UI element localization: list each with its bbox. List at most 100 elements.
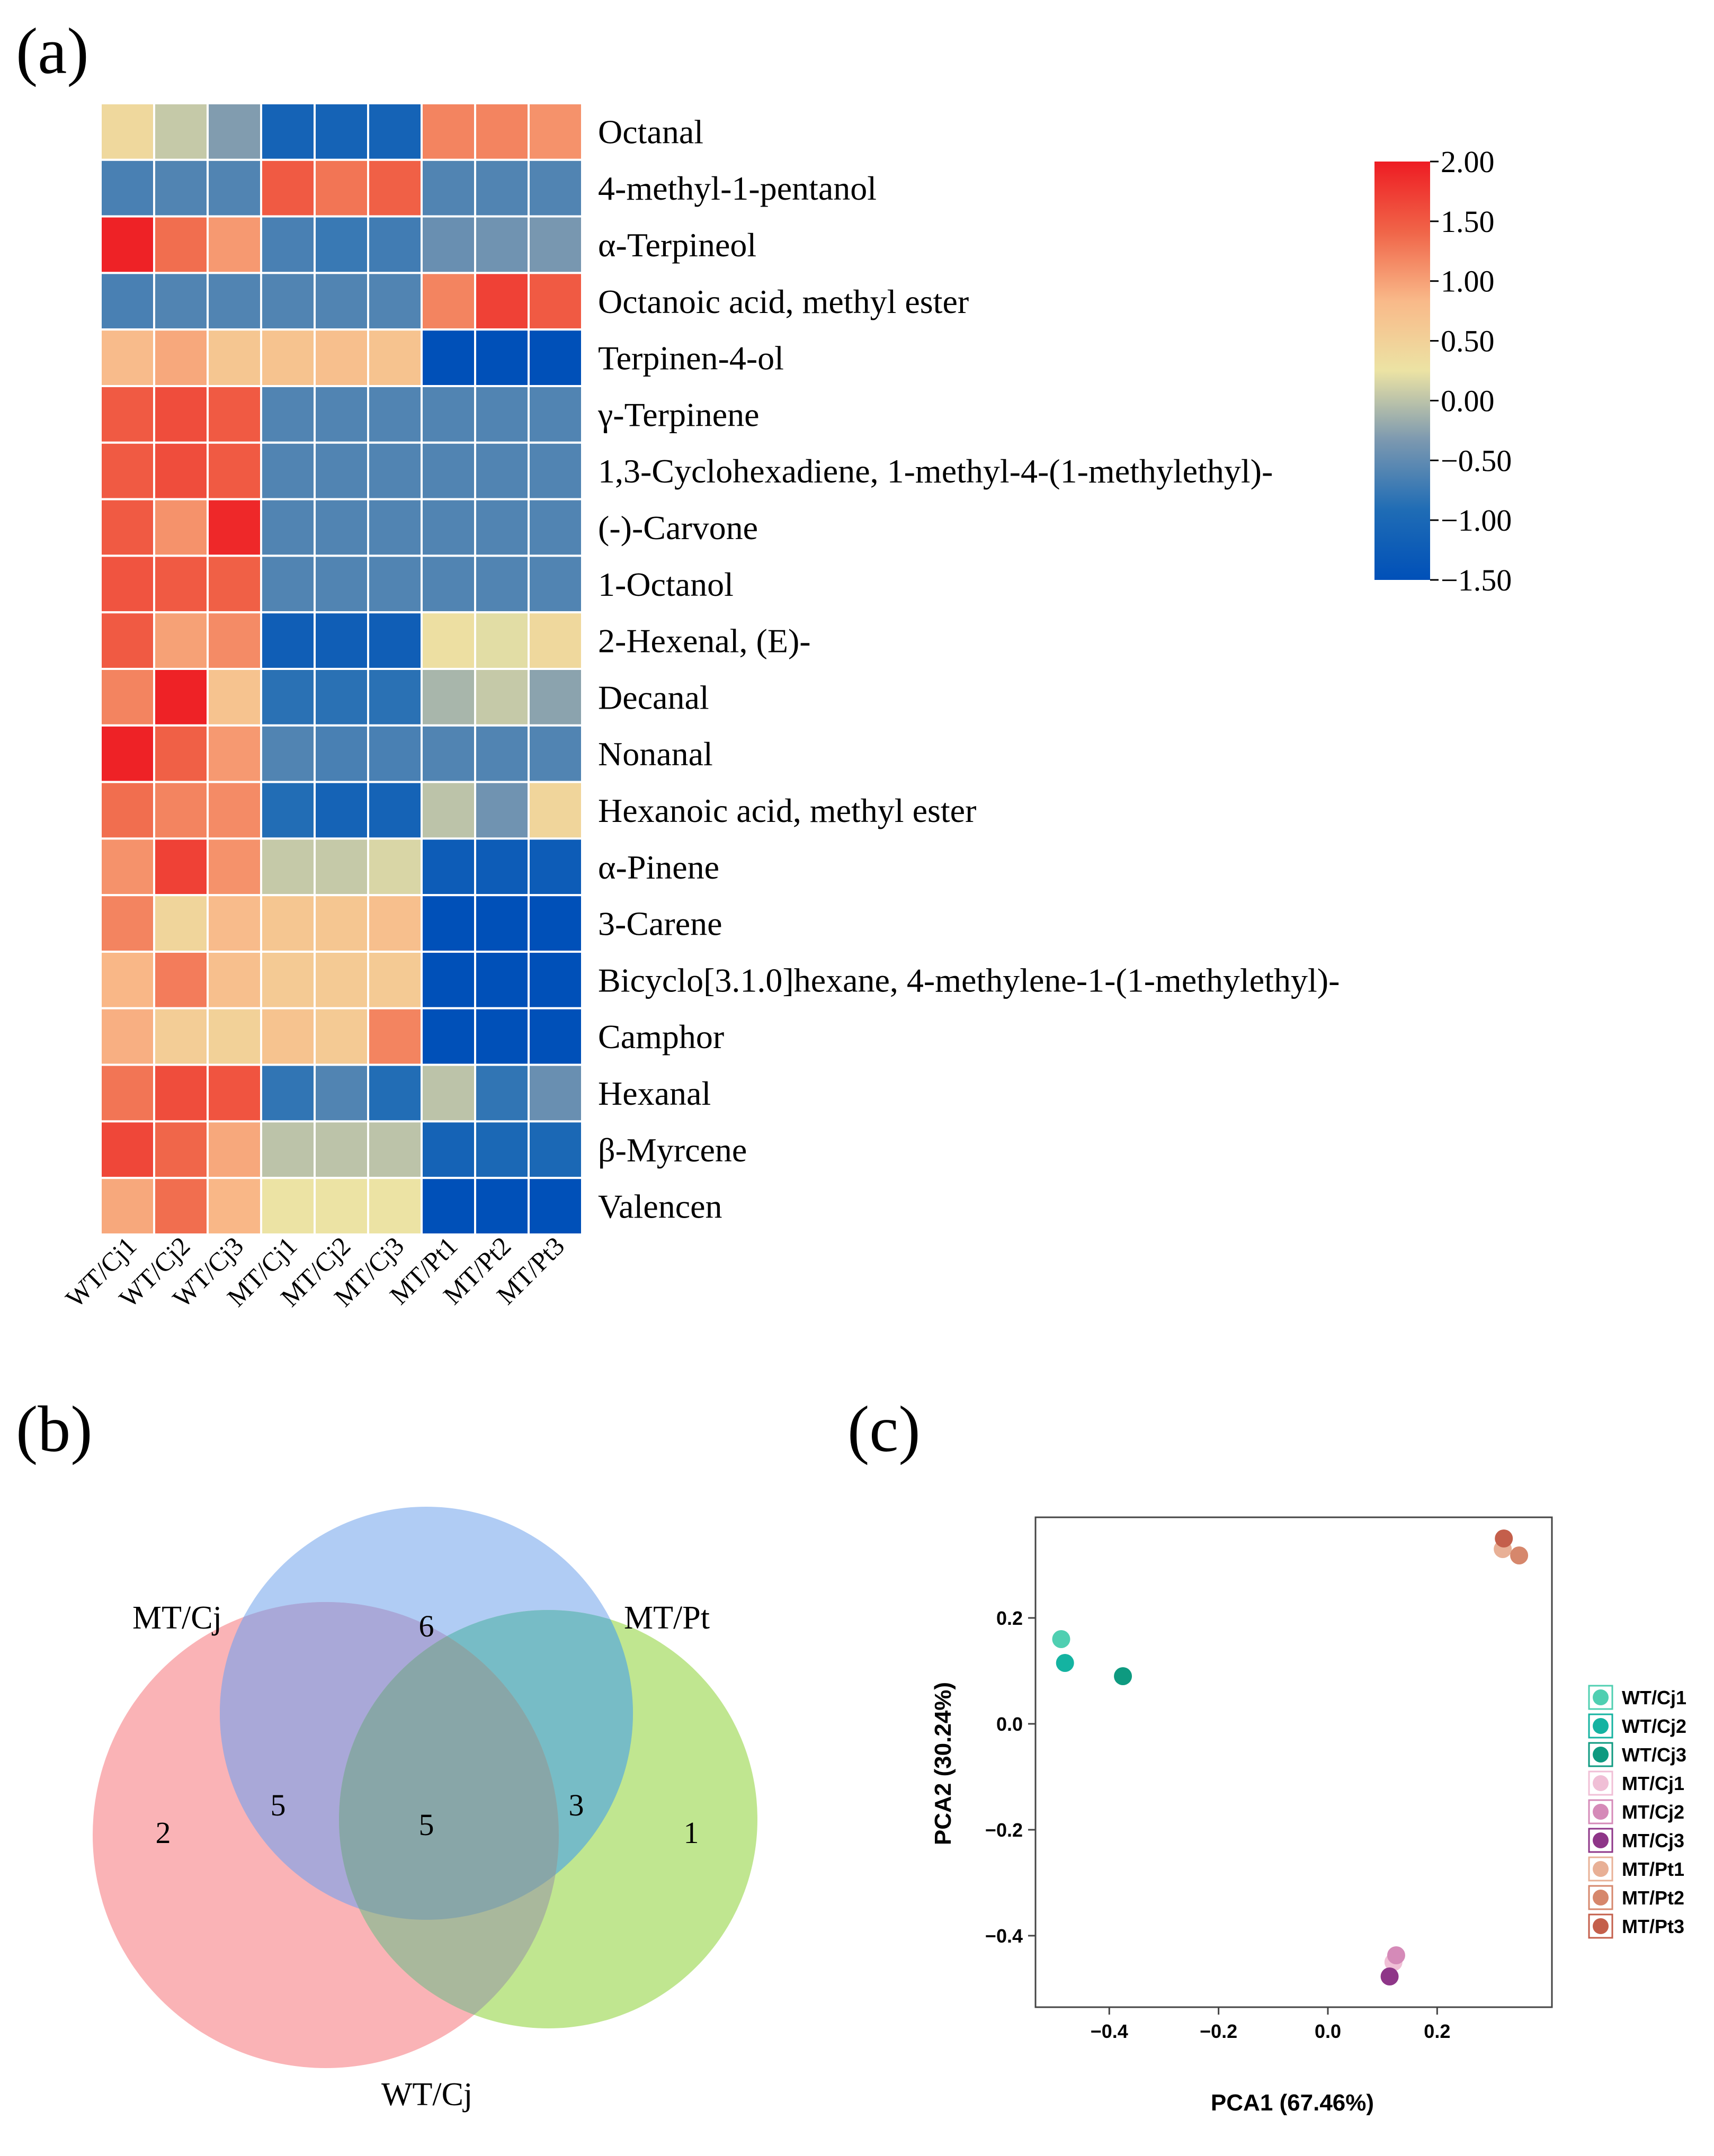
heatmap-cell <box>367 1063 423 1123</box>
heatmap-cell <box>260 894 316 953</box>
heatmap-cell <box>260 1063 316 1123</box>
heatmap-cell <box>100 554 155 614</box>
heatmap-cell <box>314 724 369 783</box>
venn-count-wtcj-only: 6 <box>419 1609 434 1643</box>
heatmap-cell <box>153 554 209 614</box>
colorbar-tick-label: 1.00 <box>1441 264 1495 299</box>
heatmap-cell <box>314 951 369 1009</box>
heatmap-cell <box>528 1120 583 1179</box>
heatmap-row-label: Terpinen-4-ol <box>598 339 784 377</box>
heatmap-cell <box>207 272 262 331</box>
pca-legend-label: MT/Pt1 <box>1622 1858 1684 1880</box>
heatmap-cell <box>528 668 583 727</box>
heatmap-row-labels: Octanal 4-methyl-1-pentanol α-Terpineol Oct… <box>597 113 1340 1225</box>
heatmap-cell <box>260 554 316 614</box>
colorbar-tick-label: −1.50 <box>1441 563 1512 597</box>
heatmap-cell <box>421 894 476 953</box>
heatmap-cell <box>260 441 316 500</box>
heatmap-cell <box>260 498 316 557</box>
heatmap-cell <box>367 158 423 218</box>
heatmap-cell <box>528 1177 583 1236</box>
heatmap-cell <box>100 158 155 218</box>
heatmap-cell <box>207 837 262 897</box>
pca-point <box>1387 1946 1405 1964</box>
pca-y-tick-label: −0.4 <box>985 1925 1023 1947</box>
heatmap-cell <box>100 611 155 670</box>
colorbar-tick-label: 1.50 <box>1441 204 1495 239</box>
pca-legend-label: MT/Cj3 <box>1622 1830 1684 1851</box>
colorbar-tick-label: 0.00 <box>1441 383 1495 418</box>
heatmap-cell <box>421 441 476 500</box>
heatmap-cell <box>421 158 476 218</box>
heatmap-cell <box>260 1120 316 1179</box>
heatmap-cell <box>260 951 316 1009</box>
heatmap-cell <box>474 837 530 897</box>
pca-legend-label: MT/Pt2 <box>1622 1887 1684 1909</box>
venn-count-mtcj-wtcj: 5 <box>271 1788 286 1822</box>
heatmap-cell <box>421 1177 476 1236</box>
heatmap-cell <box>367 328 423 388</box>
venn-set-label-wtcj: WT/Cj <box>381 2077 472 2113</box>
heatmap-cell <box>474 1177 530 1236</box>
heatmap-cell <box>474 1063 530 1123</box>
pca-legend-marker <box>1593 1804 1609 1820</box>
heatmap-cell <box>314 215 369 274</box>
heatmap-cell <box>367 385 423 444</box>
pca-x-tick-label: 0.0 <box>1315 2020 1341 2042</box>
heatmap-cell <box>100 724 155 783</box>
heatmap-cell <box>207 894 262 953</box>
heatmap-cell <box>421 781 476 840</box>
heatmap-cell <box>207 668 262 727</box>
heatmap-cell <box>474 102 530 161</box>
heatmap-cell <box>474 215 530 274</box>
heatmap-row-label: 3-Carene <box>598 905 722 943</box>
heatmap-cell <box>314 1177 369 1236</box>
heatmap-cell <box>260 1007 316 1066</box>
heatmap-cell <box>314 837 369 897</box>
heatmap-row-label: 1,3-Cyclohexadiene, 1-methyl-4-(1-methyl… <box>598 452 1273 490</box>
heatmap-cell <box>207 1063 262 1123</box>
panel-label-b: (b) <box>16 1393 93 1465</box>
pca-legend-marker <box>1593 1918 1609 1934</box>
heatmap-cell <box>153 215 209 274</box>
heatmap-cell <box>421 328 476 388</box>
heatmap-cell <box>367 102 423 161</box>
heatmap-row-label: Octanoic acid, methyl ester <box>598 283 969 320</box>
heatmap-cell <box>260 724 316 783</box>
heatmap-cell <box>421 385 476 444</box>
heatmap-cell <box>421 215 476 274</box>
heatmap-cell <box>100 385 155 444</box>
heatmap-cell <box>153 441 209 500</box>
heatmap-cell <box>421 498 476 557</box>
heatmap-cell <box>260 837 316 897</box>
heatmap-cell <box>367 781 423 840</box>
pca-x-axis-label: PCA1 (67.46%) <box>1211 2090 1374 2116</box>
heatmap-row-label: Bicyclo[3.1.0]hexane, 4-methylene-1-(1-m… <box>598 961 1340 999</box>
heatmap-cell <box>421 668 476 727</box>
heatmap-cell <box>367 611 423 670</box>
heatmap-cell <box>528 102 583 161</box>
heatmap-cell <box>367 951 423 1009</box>
heatmap-cell <box>207 724 262 783</box>
heatmap-cell <box>153 781 209 840</box>
colorbar-tick-label: 0.50 <box>1441 324 1495 359</box>
heatmap-cell <box>421 951 476 1009</box>
heatmap-cell <box>207 328 262 388</box>
heatmap-cell <box>260 668 316 727</box>
heatmap-cell <box>153 611 209 670</box>
heatmap-cell <box>207 1120 262 1179</box>
pca-panel: −0.4 −0.2 0.0 0.20.20.0−0.2−0.4 WT/Cj1WT/Cj… <box>930 1516 1686 2116</box>
colorbar-tick-label: 2.00 <box>1441 145 1495 179</box>
heatmap-cell <box>314 611 369 670</box>
venn-set-label-mtpt: MT/Pt <box>624 1600 710 1636</box>
heatmap-cell <box>474 441 530 500</box>
pca-point <box>1510 1546 1529 1564</box>
heatmap-cell <box>260 158 316 218</box>
heatmap-cell <box>314 441 369 500</box>
heatmap-row-label: Nonanal <box>598 735 713 773</box>
heatmap-cell <box>153 328 209 388</box>
heatmap-cell <box>207 951 262 1009</box>
pca-y-tick-label: 0.2 <box>996 1607 1023 1629</box>
pca-legend-marker <box>1593 1775 1609 1791</box>
heatmap-cell <box>260 272 316 331</box>
